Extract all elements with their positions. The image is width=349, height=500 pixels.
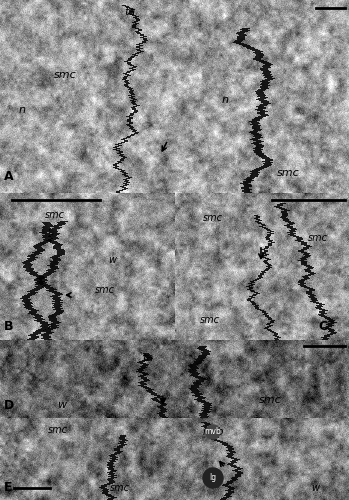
Circle shape bbox=[203, 468, 223, 488]
Text: B: B bbox=[4, 320, 14, 333]
Text: w: w bbox=[108, 255, 116, 265]
Text: smc: smc bbox=[110, 483, 130, 493]
Text: w: w bbox=[311, 483, 319, 493]
Text: w: w bbox=[58, 400, 67, 410]
Text: smc: smc bbox=[200, 315, 220, 325]
Text: E: E bbox=[4, 481, 13, 494]
Text: C: C bbox=[318, 320, 327, 333]
Text: lg: lg bbox=[208, 473, 217, 483]
Text: smc: smc bbox=[54, 70, 76, 80]
Text: smc: smc bbox=[308, 233, 328, 243]
Text: n: n bbox=[18, 105, 25, 115]
Text: n: n bbox=[222, 95, 229, 105]
Text: lg: lg bbox=[209, 474, 217, 482]
Text: mvb: mvb bbox=[202, 427, 224, 437]
Text: smc: smc bbox=[48, 425, 68, 435]
Text: smc: smc bbox=[95, 285, 115, 295]
Text: ta: ta bbox=[124, 7, 136, 17]
Text: D: D bbox=[4, 399, 14, 412]
Text: smc: smc bbox=[45, 210, 65, 220]
Text: A: A bbox=[4, 170, 14, 183]
Text: ta: ta bbox=[142, 353, 154, 363]
Text: smc: smc bbox=[277, 168, 299, 178]
Text: smc: smc bbox=[259, 395, 281, 405]
Circle shape bbox=[206, 425, 220, 439]
Text: mvb: mvb bbox=[205, 428, 221, 436]
Text: smc: smc bbox=[203, 213, 223, 223]
